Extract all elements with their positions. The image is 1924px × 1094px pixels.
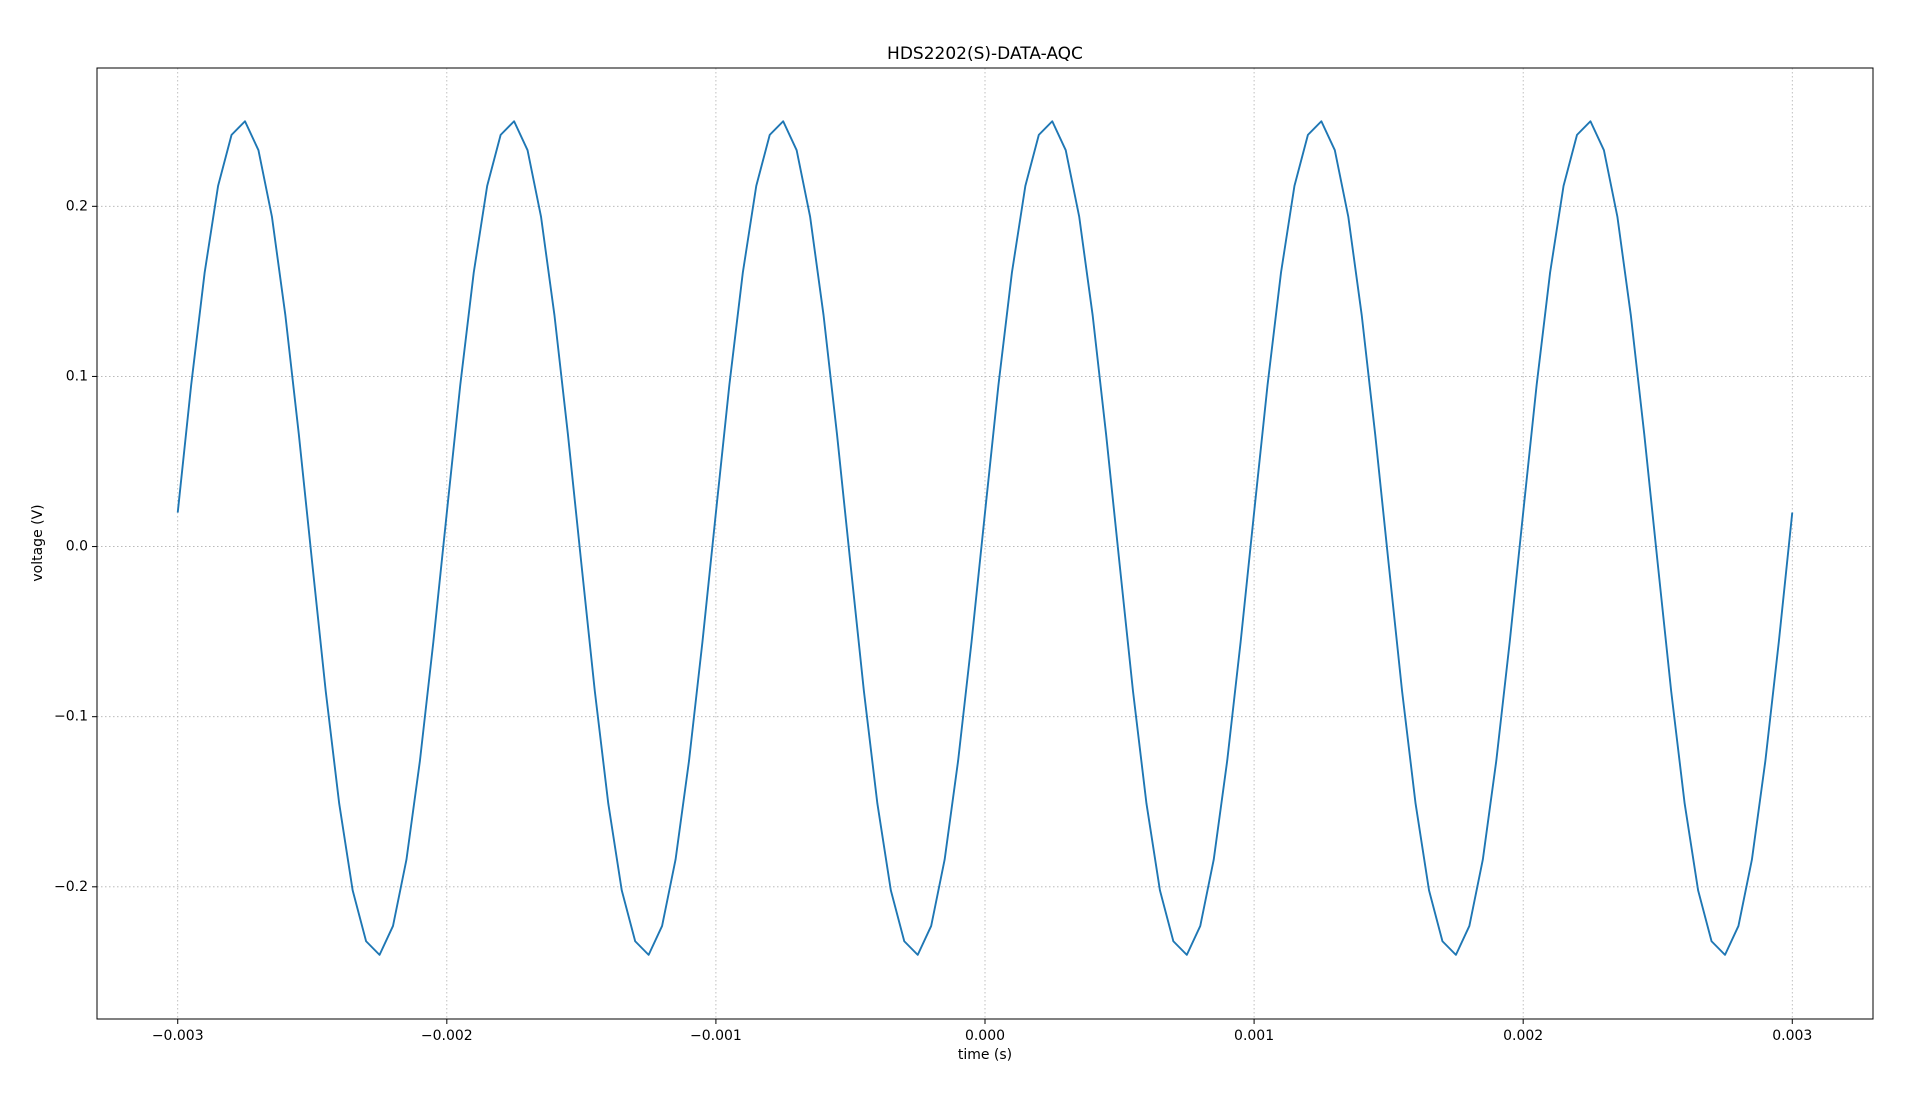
x-axis-label: time (s) xyxy=(958,1047,1012,1063)
y-tick-label: 0.2 xyxy=(66,198,88,214)
signal-line xyxy=(176,120,1794,956)
x-tick-label: 0.003 xyxy=(1772,1028,1812,1044)
x-tick-label: −0.002 xyxy=(421,1028,473,1044)
x-tick-label: −0.003 xyxy=(152,1028,204,1044)
y-tick-label: −0.2 xyxy=(54,879,88,895)
y-axis-label: voltage (V) xyxy=(30,504,46,581)
x-tick-label: −0.001 xyxy=(690,1028,742,1044)
chart-title: HDS2202(S)-DATA-AQC xyxy=(887,44,1083,64)
y-tick-label: −0.1 xyxy=(54,709,88,725)
y-tick-label: 0.0 xyxy=(66,539,88,555)
x-tick-label: 0.002 xyxy=(1503,1028,1543,1044)
plot-frame xyxy=(96,67,1874,1020)
x-tick-label: 0.001 xyxy=(1234,1028,1274,1044)
x-tick-label: 0.000 xyxy=(965,1028,1005,1044)
y-tick-label: 0.1 xyxy=(66,368,88,384)
